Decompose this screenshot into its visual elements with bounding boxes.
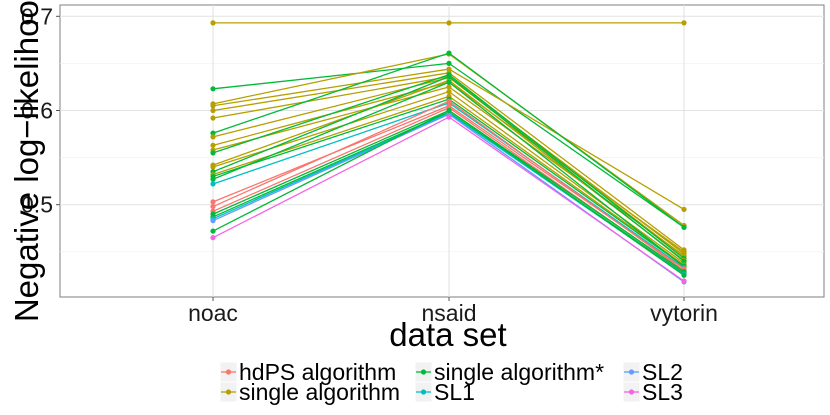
data-point	[210, 134, 216, 140]
data-point	[446, 73, 452, 80]
legend-label: SL1	[434, 379, 475, 405]
data-point	[210, 142, 216, 148]
series-group	[210, 20, 687, 285]
data-point	[210, 203, 216, 210]
legend-key-point	[420, 389, 427, 395]
data-point	[681, 20, 687, 26]
data-point	[210, 20, 216, 26]
data-point	[446, 50, 452, 56]
data-point	[210, 130, 216, 136]
y-axis-title: Negative log−likelihood	[8, 0, 45, 322]
data-point	[446, 20, 452, 26]
x-axis-title: data set	[389, 316, 506, 353]
data-point	[210, 164, 216, 170]
x-tick-label: nsaid	[422, 300, 477, 326]
legend-key-point	[628, 369, 635, 375]
data-point	[446, 114, 452, 120]
y-tick-label: 0.5	[21, 192, 53, 218]
data-point	[681, 258, 687, 264]
data-point	[210, 228, 216, 234]
data-point	[210, 176, 216, 182]
data-point	[210, 86, 216, 92]
data-point	[210, 199, 216, 205]
data-point	[210, 181, 216, 187]
data-point	[446, 66, 452, 72]
legend-label: hdPS algorithm	[239, 359, 396, 385]
data-point	[210, 103, 216, 109]
data-point	[681, 206, 687, 212]
y-tick-label: 0.6	[21, 97, 53, 123]
data-point	[446, 79, 452, 85]
legend-key-point	[225, 389, 232, 395]
data-point	[681, 272, 687, 278]
legend-key-point	[628, 389, 635, 395]
legend-label: single algorithm*	[434, 359, 604, 385]
y-axis: 0.5 0.6 0.7	[21, 3, 60, 218]
legend-key-point	[420, 369, 427, 375]
data-point	[446, 84, 452, 90]
y-tick-label: 0.7	[21, 3, 53, 29]
data-point	[210, 107, 216, 114]
x-axis: noac nsaid vytorin	[188, 297, 718, 326]
legend-label: single algorithm	[239, 379, 400, 405]
data-point	[210, 235, 216, 241]
data-point	[681, 278, 687, 284]
data-point	[681, 224, 687, 230]
data-point	[210, 115, 216, 121]
data-point	[446, 98, 452, 104]
x-tick-label: vytorin	[650, 300, 718, 326]
x-tick-label: noac	[188, 300, 238, 326]
data-point	[446, 107, 452, 114]
legend-label: SL2	[642, 359, 683, 385]
data-point	[210, 218, 216, 224]
data-point	[446, 60, 452, 66]
data-point	[446, 89, 452, 95]
legend-key-point	[225, 369, 232, 375]
data-point	[210, 150, 216, 156]
plot-panel	[59, 4, 825, 298]
data-point	[681, 249, 687, 255]
legend-label: SL3	[642, 379, 683, 405]
